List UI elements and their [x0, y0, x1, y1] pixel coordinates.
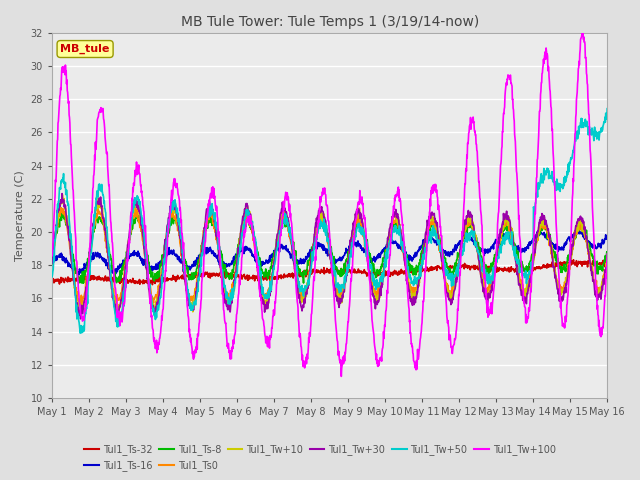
Legend: Tul1_Ts-32, Tul1_Ts-16, Tul1_Ts-8, Tul1_Ts0, Tul1_Tw+10, Tul1_Tw+30, Tul1_Tw+50,: Tul1_Ts-32, Tul1_Ts-16, Tul1_Ts-8, Tul1_…	[80, 441, 560, 475]
Text: MB_tule: MB_tule	[60, 44, 110, 54]
Title: MB Tule Tower: Tule Temps 1 (3/19/14-now): MB Tule Tower: Tule Temps 1 (3/19/14-now…	[180, 15, 479, 29]
Y-axis label: Temperature (C): Temperature (C)	[15, 170, 25, 261]
